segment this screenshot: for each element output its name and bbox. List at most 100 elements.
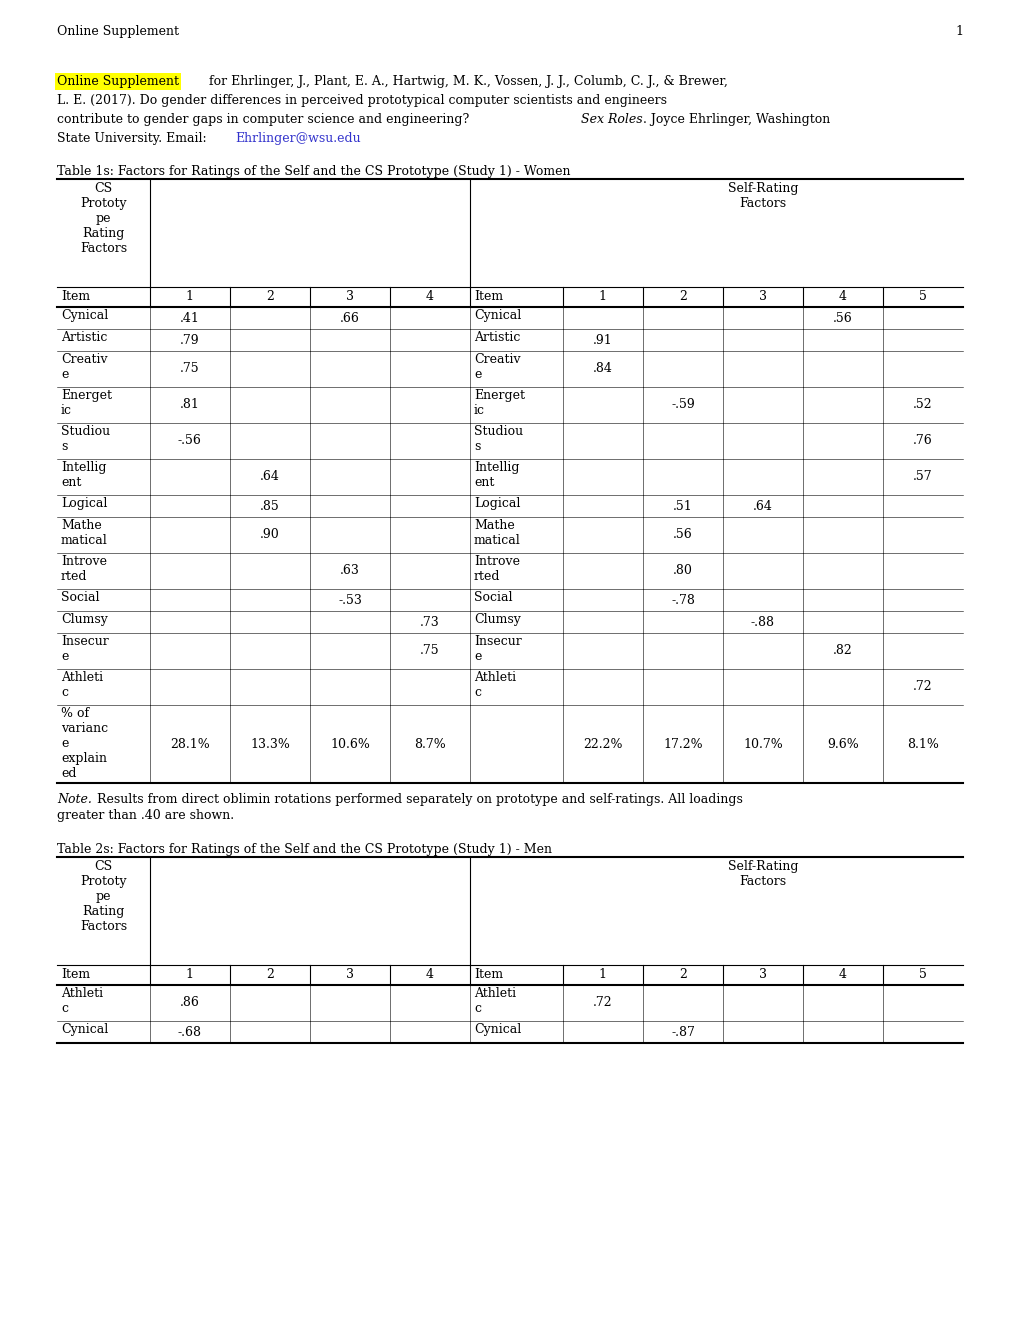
- Text: Sex Roles: Sex Roles: [581, 114, 642, 125]
- Text: 1: 1: [185, 968, 194, 981]
- Text: .64: .64: [260, 470, 279, 483]
- Text: 22.2%: 22.2%: [583, 738, 622, 751]
- Text: .76: .76: [912, 434, 932, 447]
- Text: .73: .73: [420, 615, 439, 628]
- Text: Item: Item: [61, 290, 90, 304]
- Text: greater than .40 are shown.: greater than .40 are shown.: [57, 809, 234, 822]
- Text: 1: 1: [598, 968, 606, 981]
- Text: 4: 4: [839, 290, 846, 304]
- Text: -.78: -.78: [671, 594, 694, 606]
- Text: Energet
ic: Energet ic: [61, 389, 112, 417]
- Text: Self-Rating
Factors: Self-Rating Factors: [727, 182, 798, 210]
- Text: Mathe
matical: Mathe matical: [474, 519, 521, 546]
- Text: .51: .51: [673, 499, 692, 512]
- Text: Insecur
e: Insecur e: [61, 635, 109, 663]
- Text: .84: .84: [592, 363, 612, 375]
- Text: .57: .57: [912, 470, 932, 483]
- Text: .56: .56: [833, 312, 852, 325]
- Text: Online Supplement: Online Supplement: [57, 25, 178, 38]
- Text: -.88: -.88: [750, 615, 774, 628]
- Text: Cynical: Cynical: [61, 1023, 108, 1036]
- Text: 1: 1: [185, 290, 194, 304]
- Text: 1: 1: [954, 25, 962, 38]
- Text: L. E. (2017). Do gender differences in perceived prototypical computer scientist: L. E. (2017). Do gender differences in p…: [57, 94, 666, 107]
- Text: 4: 4: [426, 968, 433, 981]
- Text: 13.3%: 13.3%: [250, 738, 289, 751]
- Text: .41: .41: [179, 312, 200, 325]
- Text: .72: .72: [912, 681, 932, 693]
- Text: 2: 2: [266, 290, 274, 304]
- Text: Logical: Logical: [474, 498, 520, 510]
- Text: 2: 2: [679, 968, 686, 981]
- Text: State University. Email:: State University. Email:: [57, 132, 210, 145]
- Text: Introve
rted: Introve rted: [474, 554, 520, 583]
- Text: .72: .72: [592, 997, 612, 1010]
- Text: .80: .80: [673, 565, 692, 578]
- Text: Creativ
e: Creativ e: [474, 352, 520, 381]
- Text: 4: 4: [839, 968, 846, 981]
- Text: .75: .75: [180, 363, 200, 375]
- Text: .82: .82: [833, 644, 852, 657]
- Text: Studiou
s: Studiou s: [61, 425, 110, 453]
- Text: Note.: Note.: [57, 793, 92, 807]
- Text: 3: 3: [345, 290, 354, 304]
- Text: .52: .52: [912, 399, 932, 412]
- Text: .56: .56: [673, 528, 692, 541]
- Text: 10.7%: 10.7%: [743, 738, 782, 751]
- Text: .63: .63: [339, 565, 360, 578]
- Text: .81: .81: [179, 399, 200, 412]
- Text: Cynical: Cynical: [474, 1023, 521, 1036]
- Text: Insecur
e: Insecur e: [474, 635, 522, 663]
- Text: Clumsy: Clumsy: [61, 612, 108, 626]
- Text: -.87: -.87: [671, 1026, 694, 1039]
- Text: Athleti
c: Athleti c: [61, 671, 103, 700]
- Text: -.56: -.56: [178, 434, 202, 447]
- Text: Item: Item: [474, 968, 502, 981]
- Text: 17.2%: 17.2%: [662, 738, 702, 751]
- Text: CS
Prototy
pe
Rating
Factors: CS Prototy pe Rating Factors: [79, 861, 127, 933]
- Text: Athleti
c: Athleti c: [474, 671, 516, 700]
- Text: 8.1%: 8.1%: [906, 738, 938, 751]
- Text: 10.6%: 10.6%: [330, 738, 370, 751]
- Text: Social: Social: [61, 591, 100, 605]
- Text: Artistic: Artistic: [474, 331, 520, 345]
- Text: Athleti
c: Athleti c: [61, 987, 103, 1015]
- Text: 3: 3: [758, 290, 766, 304]
- Text: .75: .75: [420, 644, 439, 657]
- Text: 3: 3: [345, 968, 354, 981]
- Text: .90: .90: [260, 528, 279, 541]
- Text: . Joyce Ehrlinger, Washington: . Joyce Ehrlinger, Washington: [642, 114, 829, 125]
- Text: Results from direct oblimin rotations performed separately on prototype and self: Results from direct oblimin rotations pe…: [93, 793, 742, 807]
- Text: Studiou
s: Studiou s: [474, 425, 523, 453]
- Text: Cynical: Cynical: [61, 309, 108, 322]
- Text: CS
Prototy
pe
Rating
Factors: CS Prototy pe Rating Factors: [79, 182, 127, 255]
- Text: .64: .64: [752, 499, 772, 512]
- Text: contribute to gender gaps in computer science and engineering?: contribute to gender gaps in computer sc…: [57, 114, 473, 125]
- Text: .79: .79: [180, 334, 200, 346]
- Text: 28.1%: 28.1%: [170, 738, 210, 751]
- Text: -.53: -.53: [337, 594, 362, 606]
- Text: Ehrlinger@wsu.edu: Ehrlinger@wsu.edu: [234, 132, 361, 145]
- Text: 1: 1: [598, 290, 606, 304]
- Text: Table 2s: Factors for Ratings of the Self and the CS Prototype (Study 1) - Men: Table 2s: Factors for Ratings of the Sel…: [57, 843, 551, 855]
- Text: 2: 2: [679, 290, 686, 304]
- Text: Artistic: Artistic: [61, 331, 107, 345]
- Text: Item: Item: [474, 290, 502, 304]
- Text: -.68: -.68: [177, 1026, 202, 1039]
- Text: Energet
ic: Energet ic: [474, 389, 525, 417]
- Text: Item: Item: [61, 968, 90, 981]
- Text: 2: 2: [266, 968, 274, 981]
- Text: 4: 4: [426, 290, 433, 304]
- Text: 9.6%: 9.6%: [826, 738, 858, 751]
- Text: Cynical: Cynical: [474, 309, 521, 322]
- Text: .85: .85: [260, 499, 279, 512]
- Text: Intellig
ent: Intellig ent: [474, 461, 519, 488]
- Text: Online Supplement: Online Supplement: [57, 75, 178, 88]
- Text: Introve
rted: Introve rted: [61, 554, 107, 583]
- Text: 5: 5: [918, 968, 926, 981]
- Text: Creativ
e: Creativ e: [61, 352, 108, 381]
- Text: Mathe
matical: Mathe matical: [61, 519, 108, 546]
- Text: Intellig
ent: Intellig ent: [61, 461, 106, 488]
- Text: Athleti
c: Athleti c: [474, 987, 516, 1015]
- Text: 5: 5: [918, 290, 926, 304]
